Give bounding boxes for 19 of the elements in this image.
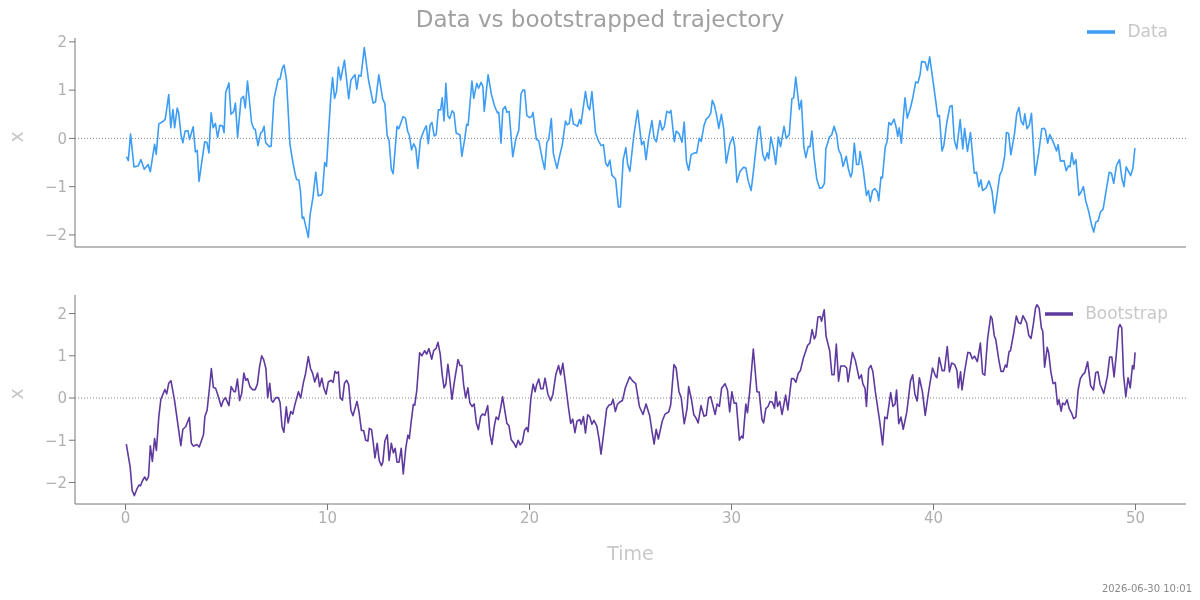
text: 2026-06-30 10:01	[1101, 583, 1192, 594]
y-tick-label: −1	[44, 177, 67, 196]
x-tick-label: 40	[923, 508, 944, 527]
x-tick-label: 10	[317, 508, 338, 527]
y-tick-label: 0	[57, 389, 67, 408]
x-tick-label: 0	[120, 508, 131, 527]
y-tick-label: 2	[57, 304, 67, 323]
x-tick-label: 30	[721, 508, 742, 527]
x-tick-label: 50	[1125, 508, 1146, 527]
y-tick-label: −1	[44, 431, 67, 450]
y-tick-label: −2	[44, 226, 67, 245]
chart-title: Data vs bootstrapped trajectory	[415, 6, 785, 32]
line-series	[125, 46, 1136, 239]
y-tick-label: −2	[44, 473, 67, 492]
x-tick-label: 20	[519, 508, 540, 527]
y-tick-label: 2	[57, 33, 67, 52]
y-tick-label: 0	[57, 129, 67, 148]
y-tick-label: 1	[57, 347, 67, 366]
y-tick-label: 1	[57, 81, 67, 100]
